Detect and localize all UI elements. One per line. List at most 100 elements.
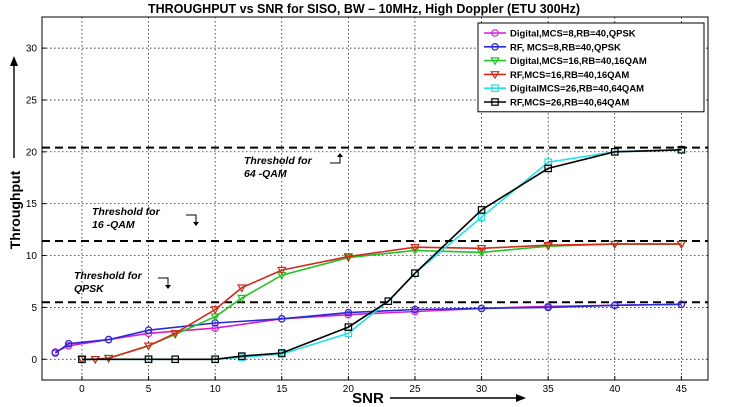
x-axis-label: SNR xyxy=(352,390,384,407)
data-point xyxy=(490,57,500,66)
y-tick-label: 15 xyxy=(26,199,38,210)
legend-label: Digital,MCS=8,RB=40,QPSK xyxy=(510,29,636,40)
threshold-label: 64 -QAM xyxy=(244,168,287,180)
arrow-stem xyxy=(158,277,169,286)
y-axis-arrow-icon xyxy=(10,56,18,158)
threshold-arrow-icon xyxy=(330,153,343,164)
y-tick-label: 30 xyxy=(26,44,38,55)
data-point xyxy=(210,306,220,315)
legend-item: RF,MCS=16,RB=40,16QAM xyxy=(484,70,629,81)
legend-label: Digital,MCS=16,RB=40,16QAM xyxy=(510,56,647,67)
data-point xyxy=(411,269,419,277)
data-point xyxy=(343,253,354,262)
legend: Digital,MCS=8,RB=40,QPSK RF, MCS=8,RB=40,… xyxy=(477,22,705,113)
x-tick-label: 35 xyxy=(543,384,555,395)
data-point xyxy=(104,335,113,344)
y-axis-label: Throughput xyxy=(7,170,23,249)
x-tick-label: 40 xyxy=(609,384,621,395)
x-tick-label: 0 xyxy=(79,384,85,395)
legend-box xyxy=(477,22,705,113)
data-point xyxy=(544,164,552,173)
series-line xyxy=(54,303,682,354)
data-point xyxy=(64,339,73,348)
data-point xyxy=(211,355,219,364)
data-point xyxy=(51,349,60,357)
arrow-stem xyxy=(330,156,341,164)
data-point xyxy=(171,355,180,364)
series-group xyxy=(78,145,686,364)
series-line xyxy=(82,149,682,361)
series-line xyxy=(82,243,682,361)
data-point xyxy=(610,301,619,310)
data-point xyxy=(544,303,552,312)
data-point xyxy=(344,310,353,319)
data-point xyxy=(477,213,486,221)
data-point xyxy=(237,294,247,303)
data-point xyxy=(610,148,619,156)
x-tick-label: 25 xyxy=(409,384,421,395)
legend-item: Digital,MCS=16,RB=40,16QAM xyxy=(484,56,647,67)
legend-item: DigitalMCS=26,RB=40,64QAM xyxy=(484,84,644,95)
data-point xyxy=(384,297,393,305)
arrow-head xyxy=(337,153,343,157)
x-tick-label: 10 xyxy=(210,384,222,395)
arrow-head xyxy=(516,394,526,402)
arrow-head xyxy=(10,56,18,66)
legend-item: RF,MCS=26,RB=40,64QAM xyxy=(484,98,629,109)
data-point xyxy=(211,324,219,332)
legend-label: RF,MCS=16,RB=40,16QAM xyxy=(510,70,629,81)
data-point xyxy=(677,145,686,154)
data-point xyxy=(490,71,500,80)
x-tick-label: 30 xyxy=(476,384,488,395)
data-point xyxy=(491,84,499,93)
data-point xyxy=(476,249,487,258)
threshold-label: Threshold for xyxy=(74,270,143,282)
legend-item: RF, MCS=8,RB=40,QPSK xyxy=(484,42,621,53)
data-point xyxy=(491,98,499,106)
data-point xyxy=(344,308,353,317)
data-point xyxy=(677,300,686,309)
threshold-arrow-icon xyxy=(158,277,171,289)
arrow-stem xyxy=(186,214,197,223)
x-tick-label: 45 xyxy=(676,384,688,395)
x-tick-label: 20 xyxy=(343,384,355,395)
data-point xyxy=(477,206,486,214)
data-point xyxy=(277,349,286,357)
data-point xyxy=(78,355,86,364)
data-point xyxy=(170,330,180,339)
data-point xyxy=(543,241,553,251)
data-point xyxy=(344,323,353,331)
legend-label: RF, MCS=8,RB=40,QPSK xyxy=(510,42,621,53)
data-point xyxy=(277,266,287,275)
data-point xyxy=(238,352,246,360)
data-point xyxy=(410,243,420,253)
data-point xyxy=(491,42,499,51)
legend-item: Digital,MCS=8,RB=40,QPSK xyxy=(484,29,636,40)
threshold-label: Threshold for xyxy=(92,206,161,218)
x-axis-arrow-icon xyxy=(390,394,526,402)
y-tick-label: 5 xyxy=(31,303,37,314)
legend-label: RF,MCS=26,RB=40,64QAM xyxy=(510,98,629,109)
threshold-label: 16 -QAM xyxy=(92,219,135,231)
data-point xyxy=(277,271,287,281)
data-point xyxy=(144,355,153,364)
threshold-arrow-icon xyxy=(186,214,199,226)
plot-frame xyxy=(41,16,709,381)
y-tick-label: 10 xyxy=(26,251,38,262)
data-point xyxy=(476,244,487,254)
threshold-label: Threshold for xyxy=(244,155,313,167)
legend-label: DigitalMCS=26,RB=40,64QAM xyxy=(510,84,644,95)
chart-title: THROUGHPUT vs SNR for SISO, BW – 10MHz, … xyxy=(148,2,580,16)
y-tick-label: 0 xyxy=(31,355,37,366)
data-point xyxy=(277,315,286,323)
series-group xyxy=(51,300,686,357)
data-point xyxy=(676,240,687,250)
data-point xyxy=(491,29,499,37)
arrow-head xyxy=(165,285,171,289)
data-point xyxy=(411,305,419,314)
x-tick-label: 15 xyxy=(276,384,288,395)
data-point xyxy=(411,307,419,316)
data-point xyxy=(237,284,247,293)
data-point xyxy=(143,342,154,351)
